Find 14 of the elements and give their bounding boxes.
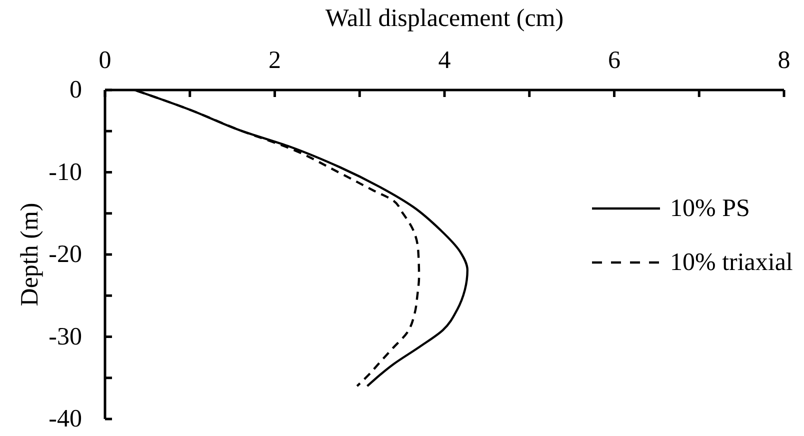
y-tick-label: -30 <box>48 323 82 350</box>
legend-label: 10% triaxial <box>670 249 793 276</box>
x-tick-label: 2 <box>268 47 281 74</box>
x-tick-label: 8 <box>778 47 790 74</box>
legend-label: 10% PS <box>670 195 750 222</box>
x-axis-title: Wall displacement (cm) <box>325 5 564 32</box>
y-tick-label: -40 <box>48 406 82 432</box>
y-tick-label: -10 <box>48 158 82 186</box>
y-tick-label: -20 <box>48 241 82 268</box>
y-tick-label: 0 <box>70 76 82 104</box>
x-tick-label: 6 <box>608 47 620 74</box>
x-tick-label: 4 <box>438 47 452 74</box>
x-tick-label: 0 <box>98 47 112 74</box>
y-axis-title: Depth (m) <box>16 202 44 306</box>
